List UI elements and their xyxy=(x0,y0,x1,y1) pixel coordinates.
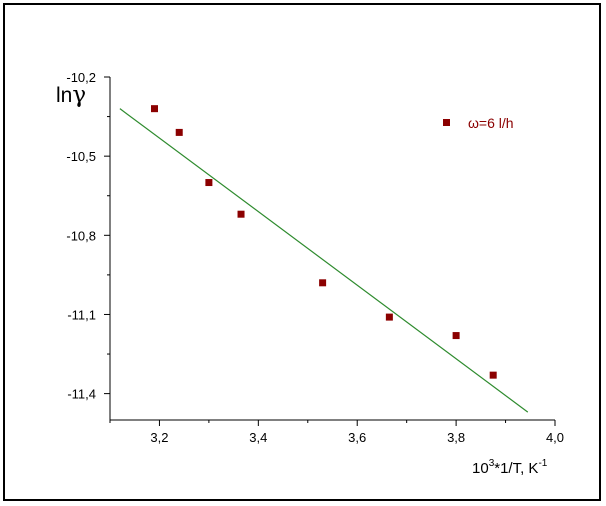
data-point xyxy=(452,332,460,340)
y-axis-label: lnγ xyxy=(56,82,86,108)
legend-marker xyxy=(443,119,450,126)
y-tick-label: -11,4 xyxy=(67,387,96,402)
data-point xyxy=(151,105,158,113)
data-points xyxy=(151,105,497,379)
x-axis-label-base: 10 xyxy=(472,460,489,477)
x-axis-label: 103*1/T, K-1 xyxy=(472,458,548,477)
fit-line-group xyxy=(119,108,529,413)
ticks: 3,2 3,4 3,6 3,8 4,0 -10,2 -10,5 -10,8 -11,1 -11,4 xyxy=(66,70,564,445)
axes xyxy=(109,77,555,421)
y-axis-label-symbol: γ xyxy=(72,82,86,108)
x-axis-label-mid: *1/T, K xyxy=(494,460,538,477)
y-tick-label: -10,8 xyxy=(66,228,96,243)
legend-label: ω=6 l/h xyxy=(468,115,514,131)
y-tick-label: -10,5 xyxy=(66,149,96,164)
y-tick-label: -11,1 xyxy=(67,307,96,322)
x-axis-label-unit-exp: -1 xyxy=(538,458,547,469)
data-point xyxy=(489,371,497,379)
data-point xyxy=(237,210,245,218)
x-tick-label: 4,0 xyxy=(546,430,564,445)
x-tick-label: 3,6 xyxy=(348,430,366,445)
x-axis-label-exp: 3 xyxy=(489,458,495,469)
fit-line xyxy=(119,108,529,413)
x-tick-label: 3,8 xyxy=(447,430,465,445)
data-point xyxy=(319,279,327,287)
data-point xyxy=(175,128,183,136)
data-point xyxy=(205,179,213,187)
y-tick-label: -10,2 xyxy=(66,70,96,85)
x-tick-label: 3,4 xyxy=(249,430,267,445)
chart-frame xyxy=(3,3,601,501)
x-tick-label: 3,2 xyxy=(150,430,168,445)
y-axis-label-prefix: ln xyxy=(56,84,72,107)
legend: ω=6 l/h xyxy=(443,115,514,131)
data-point xyxy=(385,313,393,321)
